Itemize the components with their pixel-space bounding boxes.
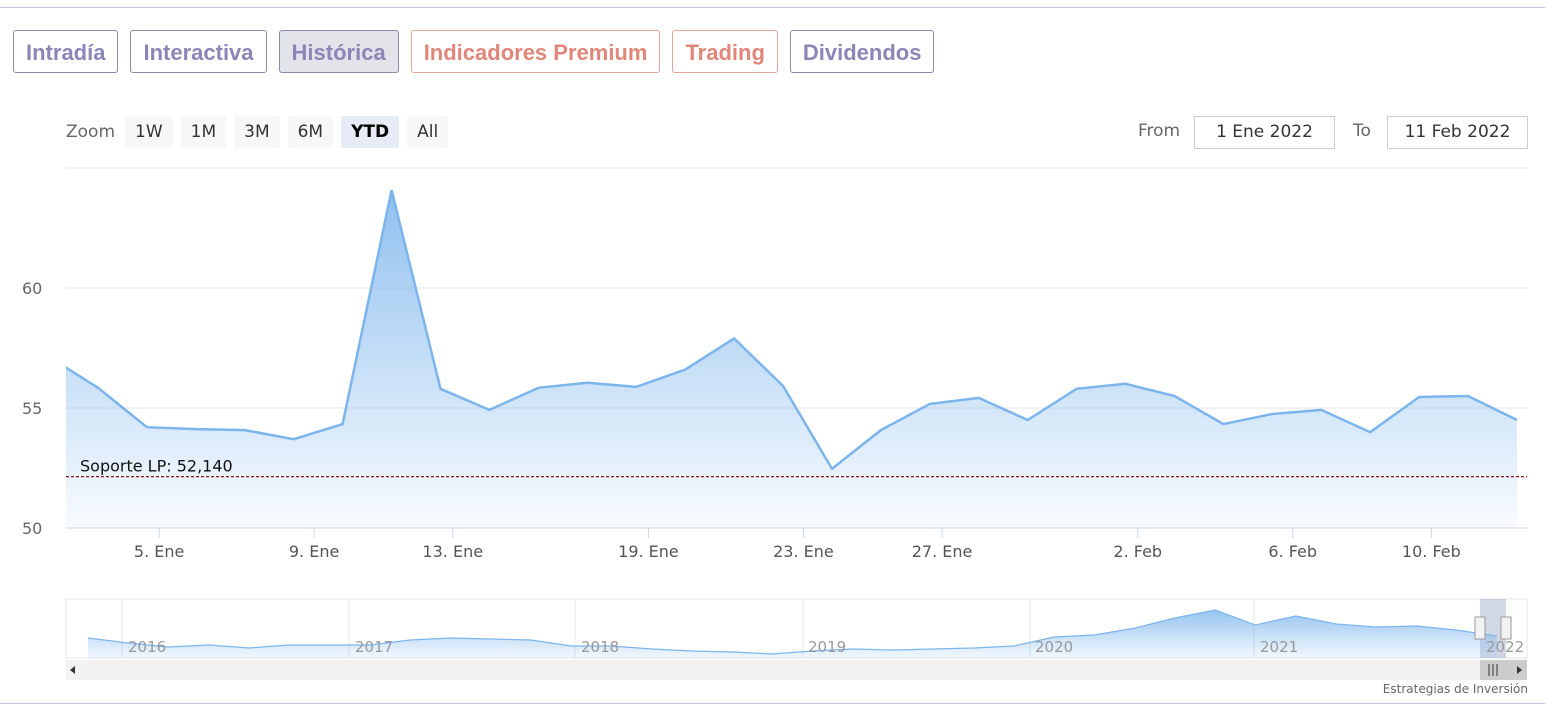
navigator-label: 2019 bbox=[808, 638, 846, 656]
tab[interactable]: Intradía bbox=[13, 30, 119, 73]
scrollbar-grip bbox=[1488, 664, 1498, 676]
tab[interactable]: Interactiva bbox=[130, 30, 267, 73]
tab[interactable]: Indicadores Premium bbox=[410, 30, 661, 73]
plot-line-label: Soporte LP: 52,140 bbox=[80, 457, 233, 476]
zoom-bar: Zoom 1W 1M 3M 6M YTD All bbox=[66, 116, 449, 148]
y-tick-label: 60 bbox=[22, 279, 42, 298]
area-line bbox=[66, 189, 1518, 471]
navigator-handle bbox=[1500, 616, 1512, 640]
from-label: From bbox=[1138, 121, 1181, 141]
y-tick-label: 55 bbox=[22, 399, 42, 418]
tab-bar: Intradía Interactiva Histórica Indicadores … bbox=[13, 30, 935, 73]
x-tick-label: 23. Ene bbox=[773, 542, 834, 561]
tab[interactable]: Trading bbox=[672, 30, 778, 73]
navigator-line bbox=[87, 609, 1498, 655]
x-tick-label: 13. Ene bbox=[422, 542, 483, 561]
x-tick-label: 10. Feb bbox=[1402, 542, 1461, 561]
navigator-area bbox=[88, 610, 1497, 658]
series bbox=[66, 189, 1518, 528]
scrollbar-track[interactable] bbox=[66, 660, 1527, 680]
area-fill bbox=[66, 190, 1517, 528]
top-rule bbox=[0, 7, 1545, 8]
navigator-label: 2018 bbox=[581, 638, 619, 656]
y-tick-label: 50 bbox=[22, 519, 42, 538]
navigator-label: 2021 bbox=[1260, 638, 1298, 656]
zoom-button[interactable]: 1W bbox=[125, 116, 173, 148]
to-label: To bbox=[1353, 121, 1371, 141]
navigator-label: 2016 bbox=[128, 638, 166, 656]
from-input[interactable]: 1 Ene 2022 bbox=[1194, 116, 1335, 149]
to-input[interactable]: 11 Feb 2022 bbox=[1387, 116, 1528, 149]
zoom-button[interactable]: 6M bbox=[287, 116, 334, 148]
scroll-left-arrow[interactable] bbox=[70, 666, 75, 674]
x-tick-label: 2. Feb bbox=[1113, 542, 1162, 561]
x-tick-label: 6. Feb bbox=[1268, 542, 1317, 561]
zoom-button[interactable]: 3M bbox=[234, 116, 280, 148]
zoom-button[interactable]: All bbox=[407, 116, 449, 148]
tab[interactable]: Dividendos bbox=[789, 30, 935, 73]
navigator-handle bbox=[1474, 616, 1486, 640]
x-tick-label: 9. Ene bbox=[289, 542, 339, 561]
zoom-label: Zoom bbox=[66, 122, 116, 142]
credit: Estrategias de Inversión bbox=[1382, 682, 1528, 696]
x-tick-label: 5. Ene bbox=[134, 542, 184, 561]
scroll-right-arrow[interactable] bbox=[1517, 666, 1522, 674]
bottom-rule bbox=[0, 703, 1545, 704]
x-tick-label: 19. Ene bbox=[618, 542, 679, 561]
navigator-label: 2022 bbox=[1486, 638, 1524, 656]
x-tick-label: 27. Ene bbox=[912, 542, 973, 561]
navigator-label: 2017 bbox=[355, 638, 393, 656]
tab[interactable]: Histórica bbox=[278, 30, 399, 73]
zoom-button[interactable]: 1M bbox=[180, 116, 227, 148]
navigator-label: 2020 bbox=[1035, 638, 1073, 656]
scrollbar-thumb[interactable] bbox=[1480, 660, 1527, 680]
zoom-button[interactable]: YTD bbox=[341, 116, 400, 148]
